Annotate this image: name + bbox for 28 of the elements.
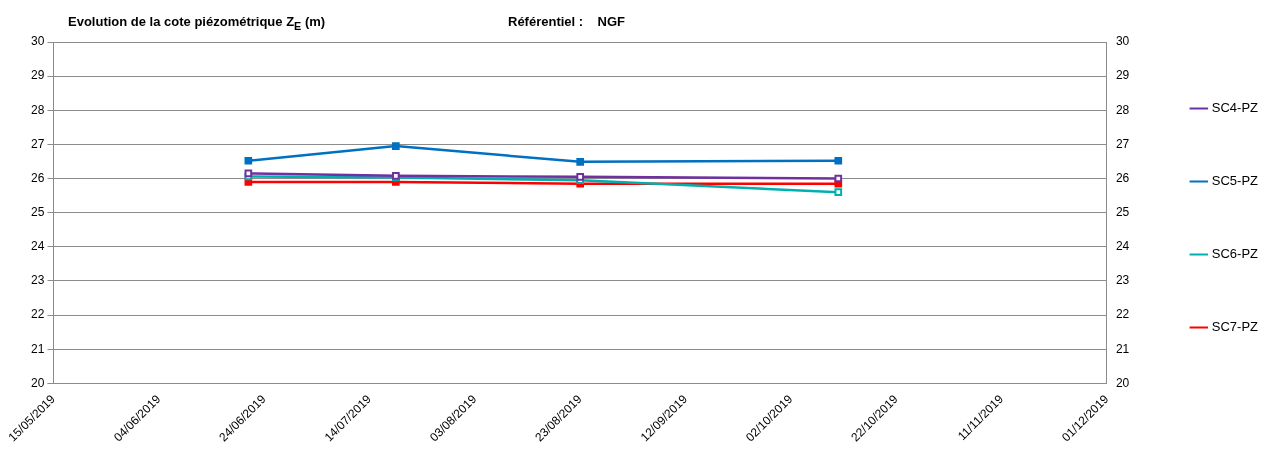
legend-label: SC4-PZ: [1211, 100, 1259, 116]
y-tick-label: 23: [31, 273, 45, 288]
legend-label: SC6-PZ: [1211, 246, 1259, 262]
y-tick-label: 28: [31, 102, 45, 117]
y-tick-label: 22: [31, 307, 45, 322]
y2-tick-label: 28: [1115, 102, 1130, 117]
y-tick-label: 24: [31, 239, 45, 254]
y-tick-label: 21: [31, 341, 45, 356]
y2-tick-label: 21: [1115, 341, 1130, 356]
chart-subtitle: Référentiel : NGF: [508, 14, 626, 29]
y2-tick-label: 26: [1115, 170, 1130, 185]
y2-tick-label: 20: [1115, 375, 1130, 390]
chart-title: Evolution de la cote piézométrique Z$_{E}$ (m): [68, 14, 326, 32]
y-tick-label: 29: [31, 68, 45, 83]
y2-tick-label: 24: [1115, 239, 1130, 254]
y2-tick-label: 23: [1115, 273, 1130, 288]
y-tick-label: 25: [31, 204, 45, 219]
y2-tick-label: 29: [1115, 68, 1130, 83]
y-tick-label: 20: [31, 375, 45, 390]
y2-tick-label: 25: [1115, 204, 1130, 219]
y-tick-label: 30: [31, 34, 45, 49]
y-tick-label: 26: [31, 170, 45, 185]
y2-tick-label: 22: [1115, 307, 1130, 322]
y-tick-label: 27: [31, 136, 45, 151]
y2-tick-label: 30: [1115, 34, 1130, 49]
legend-label: SC7-PZ: [1211, 319, 1259, 335]
y2-tick-label: 27: [1115, 136, 1130, 151]
legend-label: SC5-PZ: [1211, 173, 1259, 189]
